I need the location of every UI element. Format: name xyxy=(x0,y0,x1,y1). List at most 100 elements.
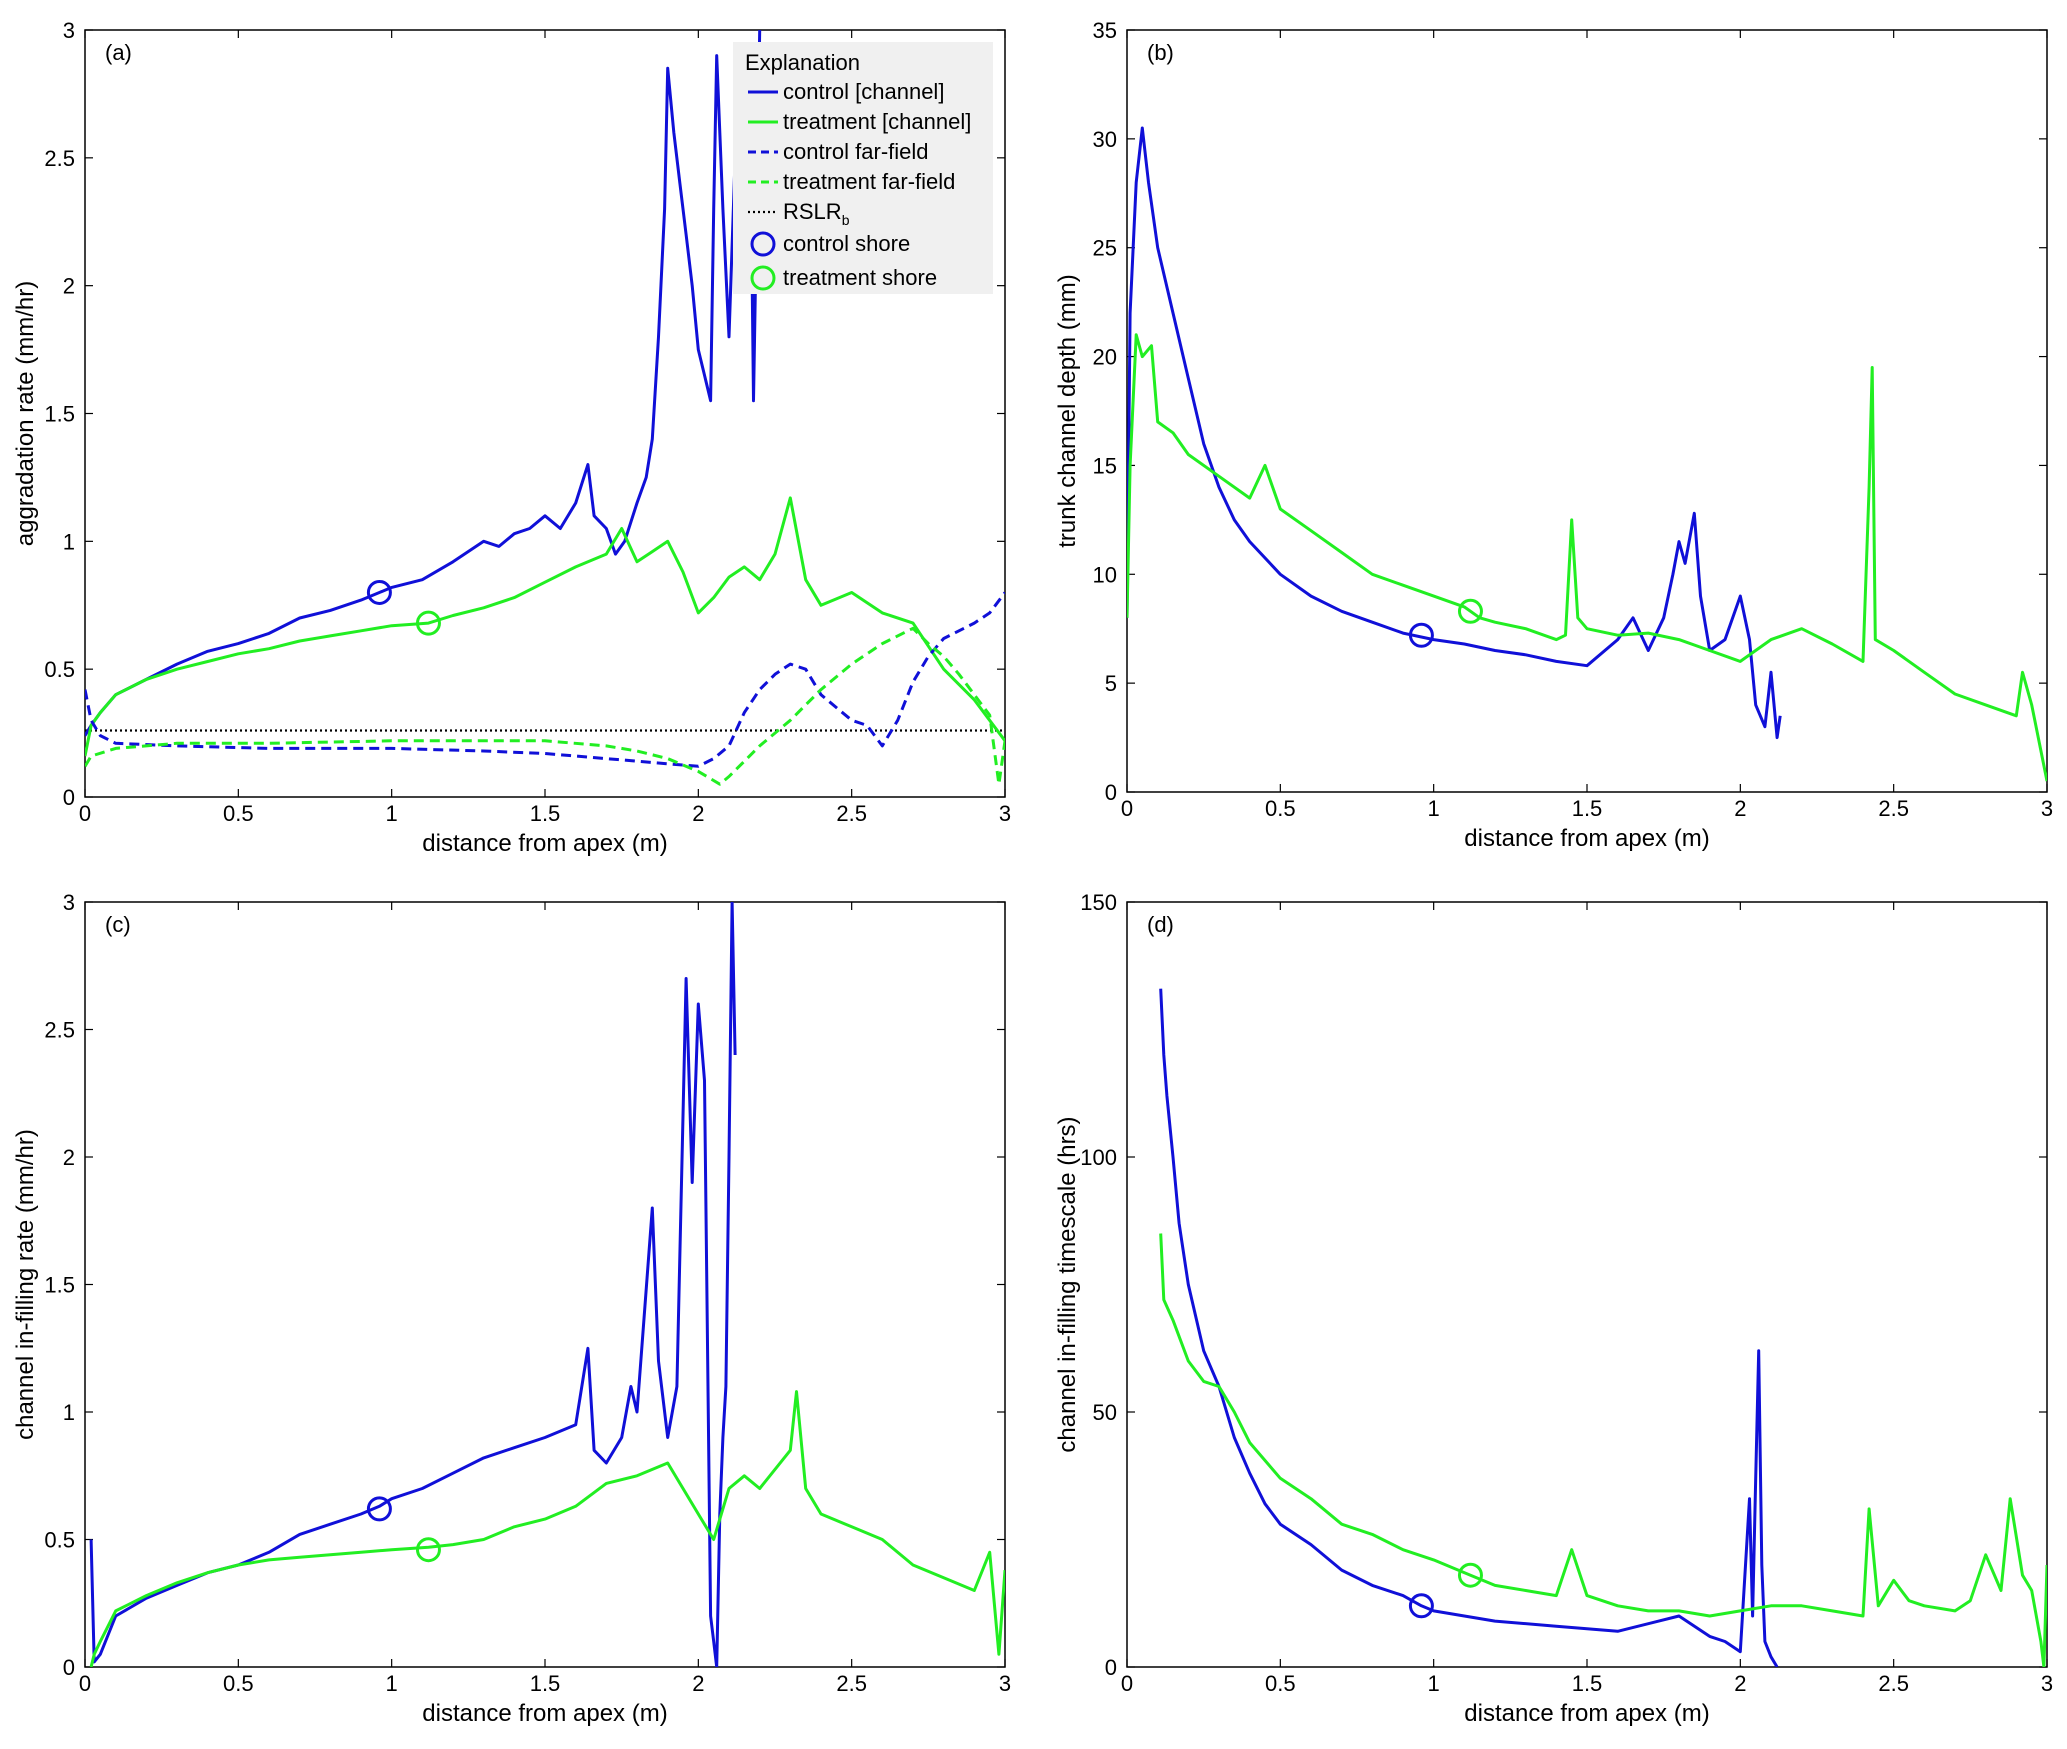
control-shore-marker-a xyxy=(366,579,392,605)
y-axis-label-d: channel in-filling timescale (hrs) xyxy=(1054,1116,1081,1452)
y-tick-label-b: 5 xyxy=(1105,671,1117,696)
series-control-far-field-a xyxy=(85,591,1005,768)
y-tick-label-a: 0 xyxy=(63,785,75,810)
x-tick-label-b: 0.5 xyxy=(1265,796,1296,821)
x-tick-label-d: 3 xyxy=(2041,1671,2053,1696)
control-shore-marker-d xyxy=(1408,1593,1434,1619)
y-tick-label-c: 2 xyxy=(63,1145,75,1170)
treatment-shore-marker-a xyxy=(415,610,441,636)
y-tick-label-c: 1.5 xyxy=(44,1273,75,1298)
x-tick-label-b: 0 xyxy=(1121,796,1133,821)
y-tick-label-d: 100 xyxy=(1080,1145,1117,1170)
y-tick-label-d: 150 xyxy=(1080,890,1117,915)
x-tick-label-d: 1.5 xyxy=(1572,1671,1603,1696)
legend: Explanation control [channel] treatment … xyxy=(733,42,993,294)
treatment-shore-marker-d xyxy=(1457,1562,1483,1588)
series-control-channel-c xyxy=(89,902,737,1667)
y-tick-label-b: 0 xyxy=(1105,780,1117,805)
legend-label-control-far-field: control far-field xyxy=(783,139,929,164)
plot-area-c: 0 0.5 1 1.5 2 2.5 3 0 0.5 1 1.5 2 2.5 3 xyxy=(44,890,1011,1696)
axes-frame-c xyxy=(84,901,1006,1668)
legend-swatch-treatment-shore xyxy=(750,265,776,291)
y-tick-label-c: 3 xyxy=(63,890,75,915)
panel-a: 0 0.5 1 1.5 2 2.5 3 0 0.5 1 1.5 2 2.5 3 (a) distance … xyxy=(12,18,1011,857)
x-axis-label-a: distance from apex (m) xyxy=(422,830,667,857)
series-treatment-far-field-a xyxy=(85,626,1005,786)
x-tick-label-d: 1 xyxy=(1428,1671,1440,1696)
y-tick-label-a: 3 xyxy=(63,18,75,43)
y-tick-label-c: 1 xyxy=(63,1400,75,1425)
x-axis-label-c: distance from apex (m) xyxy=(422,1700,667,1727)
x-tick-label-c: 2 xyxy=(692,1671,704,1696)
x-tick-label-b: 3 xyxy=(2041,796,2053,821)
control-shore-marker-c xyxy=(366,1496,392,1522)
x-tick-label-a: 0 xyxy=(79,801,91,826)
x-tick-label-a: 0.5 xyxy=(223,801,254,826)
legend-label-rslr-subscript: b xyxy=(842,212,850,228)
data-layer-a xyxy=(85,30,1005,786)
series-control-channel-b xyxy=(1127,126,1782,740)
legend-title: Explanation xyxy=(745,50,860,75)
x-tick-label-c: 2.5 xyxy=(836,1671,867,1696)
y-tick-label-a: 2 xyxy=(63,274,75,299)
x-tick-label-d: 0.5 xyxy=(1265,1671,1296,1696)
x-axis-label-b: distance from apex (m) xyxy=(1464,825,1709,852)
x-tick-label-c: 1.5 xyxy=(530,1671,561,1696)
legend-label-control-shore: control shore xyxy=(783,231,910,256)
x-tick-label-b: 2.5 xyxy=(1878,796,1909,821)
legend-background xyxy=(733,42,993,294)
panel-label-d: (d) xyxy=(1147,912,1174,937)
y-tick-label-b: 10 xyxy=(1093,562,1117,587)
series-treatment-channel-a xyxy=(85,496,1005,757)
panel-label-a: (a) xyxy=(105,40,132,65)
control-shore-marker-b xyxy=(1408,622,1434,648)
y-tick-label-b: 30 xyxy=(1093,127,1117,152)
y-tick-label-d: 0 xyxy=(1105,1655,1117,1680)
x-tick-label-c: 0.5 xyxy=(223,1671,254,1696)
legend-label-treatment-far-field: treatment far-field xyxy=(783,169,955,194)
treatment-shore-marker-b xyxy=(1457,598,1483,624)
y-tick-label-a: 0.5 xyxy=(44,657,75,682)
data-layer-d xyxy=(1159,988,2047,1667)
x-tick-label-d: 2.5 xyxy=(1878,1671,1909,1696)
series-treatment-channel-b xyxy=(1127,333,2047,782)
x-tick-label-b: 2 xyxy=(1734,796,1746,821)
y-tick-label-c: 0.5 xyxy=(44,1528,75,1553)
series-treatment-channel-d xyxy=(1159,1233,2047,1667)
series-treatment-channel-c xyxy=(89,1390,1005,1667)
axes-frame-d xyxy=(1126,901,2048,1668)
x-tick-label-b: 1.5 xyxy=(1572,796,1603,821)
y-tick-label-a: 1.5 xyxy=(44,402,75,427)
panel-c: 0 0.5 1 1.5 2 2.5 3 0 0.5 1 1.5 2 2.5 3 (c) distance … xyxy=(12,890,1011,1727)
legend-label-rslr-main: RSLR xyxy=(783,199,842,224)
y-axis-label-a: aggradation rate (mm/hr) xyxy=(12,281,39,546)
series-control-channel-a xyxy=(85,30,762,737)
x-axis-label-d: distance from apex (m) xyxy=(1464,1700,1709,1727)
legend-label-control-channel: control [channel] xyxy=(783,79,944,104)
y-tick-label-b: 20 xyxy=(1093,345,1117,370)
panel-label-c: (c) xyxy=(105,912,131,937)
x-tick-label-c: 0 xyxy=(79,1671,91,1696)
legend-label-treatment-channel: treatment [channel] xyxy=(783,109,971,134)
data-layer-c xyxy=(89,902,1005,1667)
x-tick-label-b: 1 xyxy=(1428,796,1440,821)
x-tick-label-a: 2.5 xyxy=(836,801,867,826)
data-layer-b xyxy=(1127,126,2047,782)
x-tick-label-d: 2 xyxy=(1734,1671,1746,1696)
y-tick-label-c: 2.5 xyxy=(44,1018,75,1043)
legend-label-treatment-shore: treatment shore xyxy=(783,265,937,290)
x-tick-label-a: 1.5 xyxy=(530,801,561,826)
legend-label-rslr: RSLRb xyxy=(783,199,850,228)
y-tick-label-d: 50 xyxy=(1093,1400,1117,1425)
y-tick-label-b: 15 xyxy=(1093,453,1117,478)
x-tick-label-c: 1 xyxy=(386,1671,398,1696)
panel-label-b: (b) xyxy=(1147,40,1174,65)
axes-frame-b xyxy=(1126,29,2048,793)
x-tick-label-a: 1 xyxy=(386,801,398,826)
y-tick-label-b: 25 xyxy=(1093,236,1117,261)
x-tick-label-a: 3 xyxy=(999,801,1011,826)
y-tick-label-c: 0 xyxy=(63,1655,75,1680)
